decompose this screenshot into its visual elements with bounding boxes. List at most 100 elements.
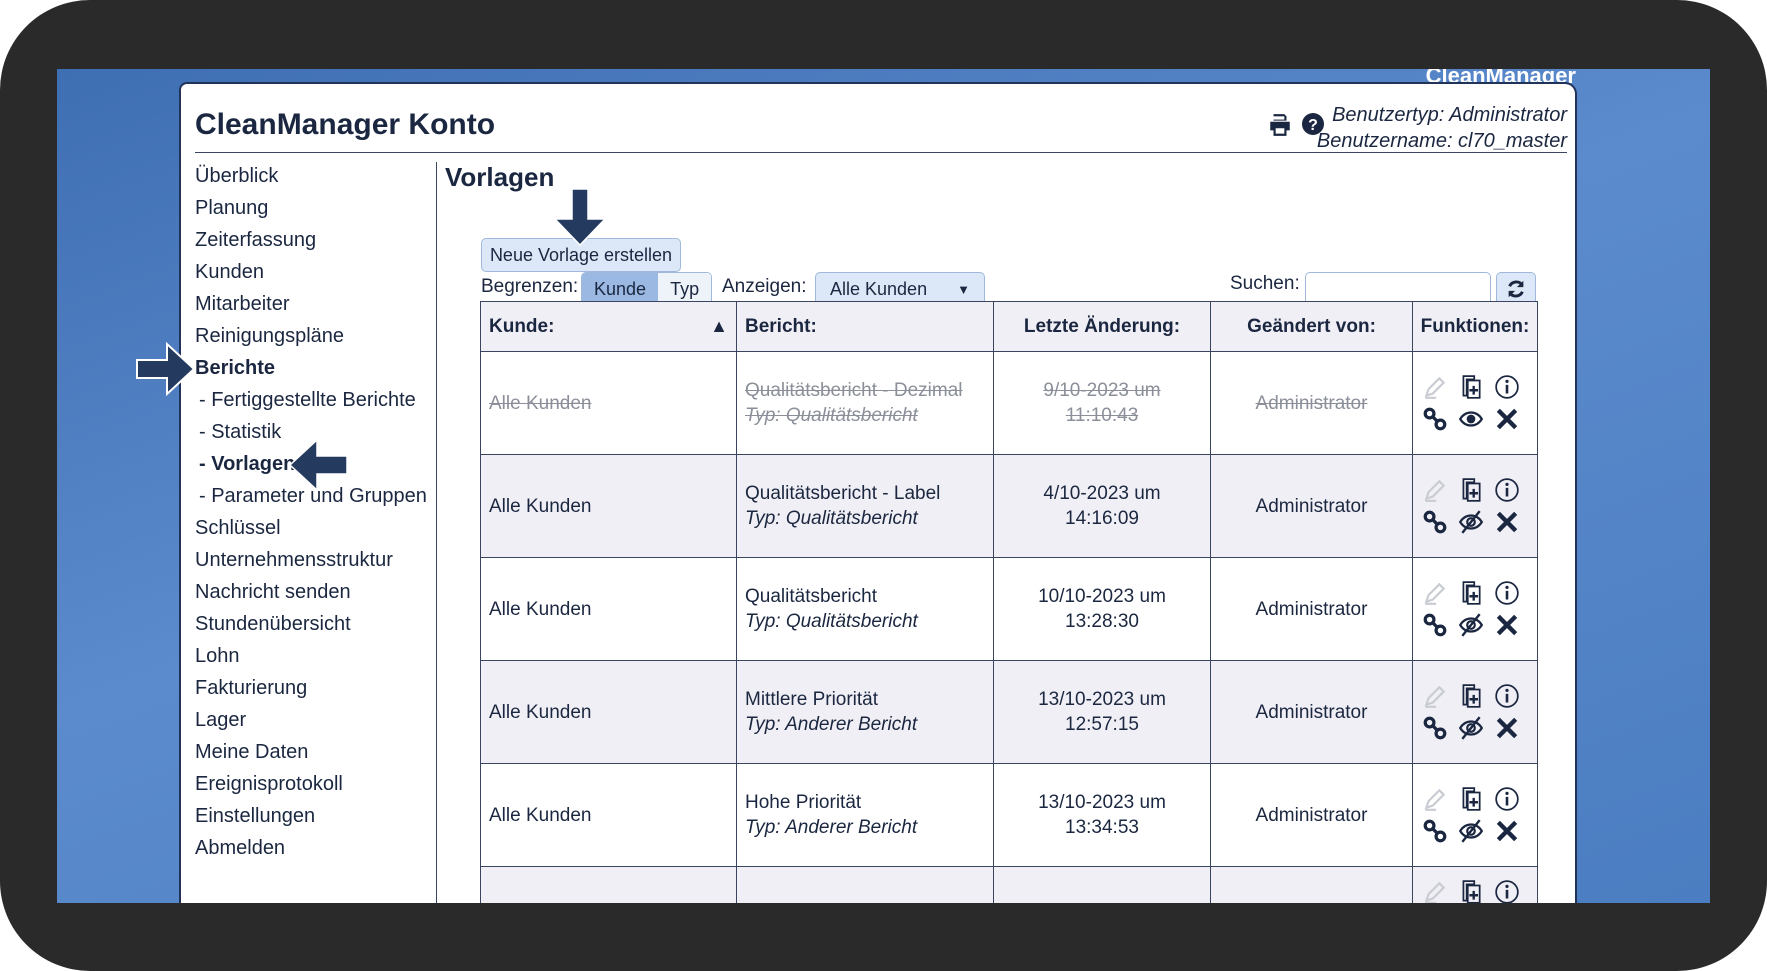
table-row[interactable]: Alle Kunden Mittlere Priorität Typ: Andere… — [480, 660, 1538, 764]
sidebar-item[interactable]: Berichte — [195, 357, 276, 379]
sidebar-item[interactable]: Abmelden — [195, 837, 286, 859]
sidebar-item[interactable]: Fakturierung — [195, 677, 308, 699]
sidebar-item[interactable]: Reinigungspläne — [195, 325, 345, 347]
user-type: Benutzertyp: Administrator — [1332, 104, 1567, 126]
cell-letzte-aenderung: 4/10-2023 um 14:16:09 — [993, 454, 1211, 558]
table-row[interactable]: Alle Kunden Qualitätsbericht - Dezimal Typ… — [480, 351, 1538, 455]
report-name: Qualitätsbericht - Label — [745, 483, 941, 504]
cell-funktionen — [1412, 557, 1538, 661]
eye-slash-icon[interactable] — [1458, 715, 1484, 741]
delete-icon[interactable] — [1494, 612, 1520, 638]
info-icon[interactable] — [1494, 374, 1520, 400]
print-icon[interactable] — [1267, 112, 1293, 138]
edit-icon — [1424, 376, 1446, 399]
section-title: Vorlagen — [445, 162, 555, 192]
limit-toggle: Kunde Typ — [581, 272, 713, 306]
report-name: Mittlere Priorität — [745, 689, 879, 710]
duplicate-icon[interactable] — [1458, 477, 1484, 503]
cell-geaendert-von: Administrator — [1210, 557, 1413, 661]
sidebar-item[interactable]: Lohn — [195, 645, 240, 667]
sidebar-item[interactable]: Mitarbeiter — [195, 293, 290, 315]
cell-kunde: Alle Kunden — [480, 454, 737, 558]
col-letzte-aenderung[interactable]: Letzte Änderung: — [993, 301, 1211, 352]
show-select[interactable]: Alle Kunden ▼ — [815, 272, 985, 306]
page-title: CleanManager Konto — [195, 108, 496, 141]
cell-kunde: Alle Kunden — [480, 763, 737, 867]
info-icon[interactable] — [1494, 879, 1520, 903]
eye-slash-icon[interactable] — [1458, 818, 1484, 844]
info-icon[interactable] — [1494, 477, 1520, 503]
delete-icon[interactable] — [1494, 715, 1520, 741]
col-kunde[interactable]: Kunde: ▲ — [480, 301, 737, 352]
cell-letzte-aenderung: 9/10-2023 um 11:10:43 — [993, 351, 1211, 455]
sidebar-item[interactable]: Meine Daten — [195, 741, 309, 763]
user-info: Benutzertyp: Administrator Benutzername:… — [1317, 102, 1567, 154]
limit-kunde-option[interactable]: Kunde — [582, 273, 659, 305]
link-icon[interactable] — [1422, 612, 1448, 638]
header-divider — [195, 152, 1567, 153]
link-icon[interactable] — [1422, 715, 1448, 741]
edit-icon — [1424, 479, 1446, 502]
sidebar-item[interactable]: Schlüssel — [195, 517, 281, 539]
table-row[interactable]: Alle Kunden Qualitätsbericht Typ: Qualität… — [480, 557, 1538, 661]
sidebar-divider — [436, 162, 437, 903]
duplicate-icon[interactable] — [1458, 580, 1484, 606]
info-icon[interactable] — [1494, 683, 1520, 709]
sidebar-item[interactable]: - Fertiggestellte Berichte — [199, 389, 416, 411]
svg-text:?: ? — [1308, 117, 1318, 134]
duplicate-icon[interactable] — [1458, 786, 1484, 812]
duplicate-icon[interactable] — [1458, 683, 1484, 709]
show-select-value: Alle Kunden — [830, 278, 928, 299]
sidebar-item[interactable]: Nachricht senden — [195, 581, 351, 603]
pointer-arrow-down-icon — [553, 188, 607, 247]
link-icon[interactable] — [1422, 406, 1448, 432]
sidebar-item[interactable]: - Vorlagen — [199, 453, 296, 475]
sidebar-item[interactable]: Ereignisprotokoll — [195, 773, 343, 795]
table-row[interactable]: Alle Kunden Qualitätsbericht - Label Typ: … — [480, 454, 1538, 558]
sidebar-item[interactable]: Überblick — [195, 165, 279, 187]
search-input[interactable] — [1305, 272, 1491, 306]
edit-icon — [1424, 582, 1446, 605]
sidebar-item[interactable]: Lager — [195, 709, 247, 731]
eye-slash-icon[interactable] — [1458, 612, 1484, 638]
sidebar-item[interactable]: Planung — [195, 197, 269, 219]
desktop-background: CleanManager CleanManager Konto ? Benutz… — [57, 69, 1710, 903]
cell-funktionen — [1412, 660, 1538, 764]
search-label: Suchen: — [1230, 273, 1300, 294]
col-funktionen: Funktionen: — [1412, 301, 1538, 352]
cell-letzte-aenderung: 10/10-2023 um 13:28:30 — [993, 557, 1211, 661]
info-icon[interactable] — [1494, 580, 1520, 606]
chevron-down-icon: ▼ — [957, 281, 970, 297]
limit-typ-option[interactable]: Typ — [658, 273, 712, 305]
sidebar-item[interactable]: Kunden — [195, 261, 264, 283]
sidebar-item[interactable]: Stundenübersicht — [195, 613, 351, 635]
sidebar: Überblick Planung Zeiterfassung Kunden Mitar… — [195, 160, 427, 864]
refresh-button[interactable] — [1496, 272, 1536, 306]
sidebar-item[interactable]: Zeiterfassung — [195, 229, 317, 251]
table-row[interactable]: Alle Kunden Hohe Priorität Typ: Anderer Be… — [480, 763, 1538, 867]
help-icon[interactable]: ? — [1301, 112, 1325, 136]
delete-icon[interactable] — [1494, 509, 1520, 535]
eye-slash-icon[interactable] — [1458, 509, 1484, 535]
sidebar-item[interactable]: - Statistik — [199, 421, 282, 443]
sidebar-item[interactable]: Unternehmensstruktur — [195, 549, 393, 571]
sidebar-item[interactable]: - Parameter und Gruppen — [199, 485, 427, 507]
col-bericht[interactable]: Bericht: — [736, 301, 994, 352]
eye-icon[interactable] — [1458, 406, 1484, 432]
cell-letzte-aenderung: 13/10-2023 um 12:57:15 — [993, 660, 1211, 764]
templates-table: Kunde: ▲ Bericht: Letzte Änderung: Geände… — [480, 301, 1538, 903]
link-icon[interactable] — [1422, 509, 1448, 535]
delete-icon[interactable] — [1494, 406, 1520, 432]
edit-icon — [1424, 685, 1446, 708]
duplicate-icon[interactable] — [1458, 879, 1484, 903]
delete-icon[interactable] — [1494, 818, 1520, 844]
col-geaendert-von[interactable]: Geändert von: — [1210, 301, 1413, 352]
report-type: Typ: Anderer Bericht — [745, 817, 918, 838]
duplicate-icon[interactable] — [1458, 374, 1484, 400]
link-icon[interactable] — [1422, 818, 1448, 844]
info-icon[interactable] — [1494, 786, 1520, 812]
sidebar-item[interactable]: Einstellungen — [195, 805, 316, 827]
report-name: Qualitätsbericht - Dezimal — [745, 380, 963, 401]
report-type: Typ: Qualitätsbericht — [745, 611, 918, 632]
cell-kunde: Alle Kunden — [480, 351, 737, 455]
